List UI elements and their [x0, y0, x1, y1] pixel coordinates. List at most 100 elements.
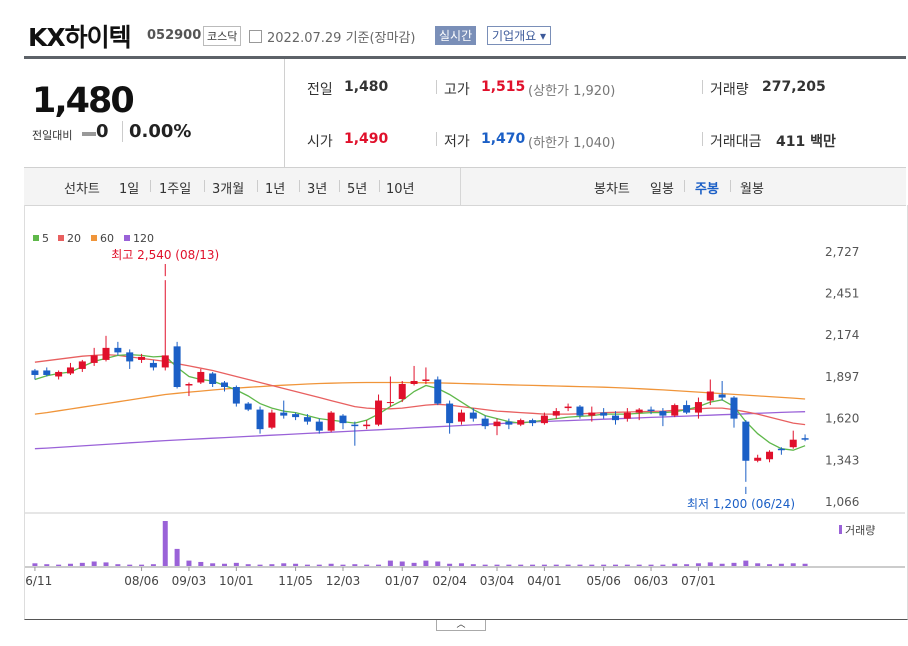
volume-bar [186, 560, 192, 566]
divider [299, 180, 300, 192]
divider [436, 80, 437, 94]
candle-body [789, 439, 797, 448]
legend-swatch [58, 235, 64, 241]
legend-label: 60 [100, 232, 114, 245]
volume-bar [778, 563, 784, 566]
volume-bar [660, 564, 666, 566]
volume-value: 277,205 [762, 79, 826, 95]
candle-body [564, 406, 572, 409]
ma120-line [34, 411, 806, 450]
volume-bar [139, 564, 145, 566]
candle-body [161, 355, 169, 368]
candle-body [31, 370, 39, 375]
volume-bar [115, 564, 121, 566]
tab-candle-daily[interactable]: 일봉 [650, 182, 674, 197]
candle-body [114, 347, 122, 353]
volume-bar [494, 564, 500, 566]
volume-bar [233, 562, 239, 566]
volume-bar [376, 564, 382, 566]
volume-bar [352, 564, 358, 566]
x-tick-label: 02/04 [432, 574, 467, 588]
price-box: 1,480 전일대비 0 0.00% [24, 59, 285, 167]
candle-body [232, 387, 240, 404]
divider [684, 180, 685, 192]
volume-bar [601, 564, 607, 566]
candle-chart-label: 봉차트 [594, 182, 630, 197]
candlestick-chart[interactable]: 5 20 60 120 2,727 2,451 2,174 1,897 1,620 1,343 1,… [18, 205, 905, 619]
volume-bar [411, 562, 417, 566]
stock-name: KX하이텍 [28, 23, 132, 52]
calendar-icon [249, 30, 262, 43]
divider [257, 180, 258, 192]
candle-body [149, 362, 157, 368]
y-tick-label: 2,727 [825, 245, 859, 259]
stock-header: KX하이텍 052900 코스닥 2022.07.29 기준(장마감) 실시간 … [0, 0, 908, 56]
candle-body [386, 402, 394, 404]
x-tick-label: 03/04 [480, 574, 515, 588]
volume-bar [198, 561, 204, 566]
volume-label: 거래량 [710, 82, 749, 98]
candle-body [706, 391, 714, 401]
tab-candle-monthly[interactable]: 월봉 [740, 182, 764, 197]
tab-period-1y[interactable]: 1년 [265, 182, 286, 197]
x-tick-label: 07/01 [681, 574, 716, 588]
volume-bar [293, 563, 299, 566]
divider [339, 180, 340, 192]
volume-bar [32, 563, 38, 566]
tab-period-1w[interactable]: 1주일 [159, 182, 192, 197]
volume-bar [672, 563, 678, 566]
volume-bar [755, 563, 761, 566]
tab-period-10y[interactable]: 10년 [386, 182, 415, 197]
divider [204, 180, 205, 192]
candle-body [351, 424, 359, 427]
candle-body [588, 412, 596, 416]
prev-close-label: 전일 [307, 82, 333, 98]
trade-value: 411 백만 [776, 134, 836, 150]
volume-bar [423, 560, 429, 566]
volume-bar [399, 561, 405, 566]
volume-legend-swatch [839, 525, 842, 534]
candle-body [612, 415, 619, 421]
x-tick-label: 04/01 [527, 574, 562, 588]
volume-bar [91, 561, 97, 566]
ma60-line [34, 381, 806, 415]
candle-body [55, 371, 63, 377]
legend-swatch [33, 235, 39, 241]
divider [702, 132, 703, 146]
y-tick-label: 1,066 [825, 495, 859, 509]
company-overview-button[interactable]: 기업개요 ▾ [487, 26, 551, 45]
candle-body [434, 379, 442, 404]
tab-period-5y[interactable]: 5년 [347, 182, 368, 197]
y-tick-label: 2,174 [825, 328, 859, 342]
collapse-chart-button[interactable]: ︿ [436, 620, 486, 631]
y-tick-label: 1,343 [825, 453, 859, 467]
max-annotation: 최고 2,540 (08/13) [111, 248, 219, 262]
candle-body [43, 370, 51, 375]
volume-bar [340, 564, 346, 566]
tab-period-3y[interactable]: 3년 [307, 182, 328, 197]
divider [436, 132, 437, 146]
candle-body [457, 412, 465, 422]
candle-body [505, 421, 513, 425]
candle-body [280, 412, 288, 416]
realtime-button[interactable]: 실시간 [435, 26, 477, 45]
candle-body [78, 361, 86, 369]
stock-code: 052900 [147, 28, 202, 43]
volume-bar [684, 564, 690, 566]
candle-body [777, 448, 785, 451]
volume-bar [174, 548, 180, 566]
candle-body [754, 457, 762, 461]
tab-candle-weekly[interactable]: 주봉 [695, 182, 719, 197]
volume-bar [743, 560, 749, 566]
quote-panel: 1,480 전일대비 0 0.00% 전일 1,480 고가 1,515 (상한… [24, 59, 906, 168]
candle-body [221, 382, 228, 388]
tab-period-1d[interactable]: 1일 [119, 182, 140, 197]
candle-body [659, 411, 667, 416]
volume-bar [470, 564, 476, 566]
tab-period-3m[interactable]: 3개월 [212, 182, 245, 197]
divider [150, 180, 151, 192]
candle-body [268, 412, 276, 428]
candle-body [90, 355, 98, 363]
candle-body [244, 403, 252, 410]
candle-body [801, 438, 809, 440]
